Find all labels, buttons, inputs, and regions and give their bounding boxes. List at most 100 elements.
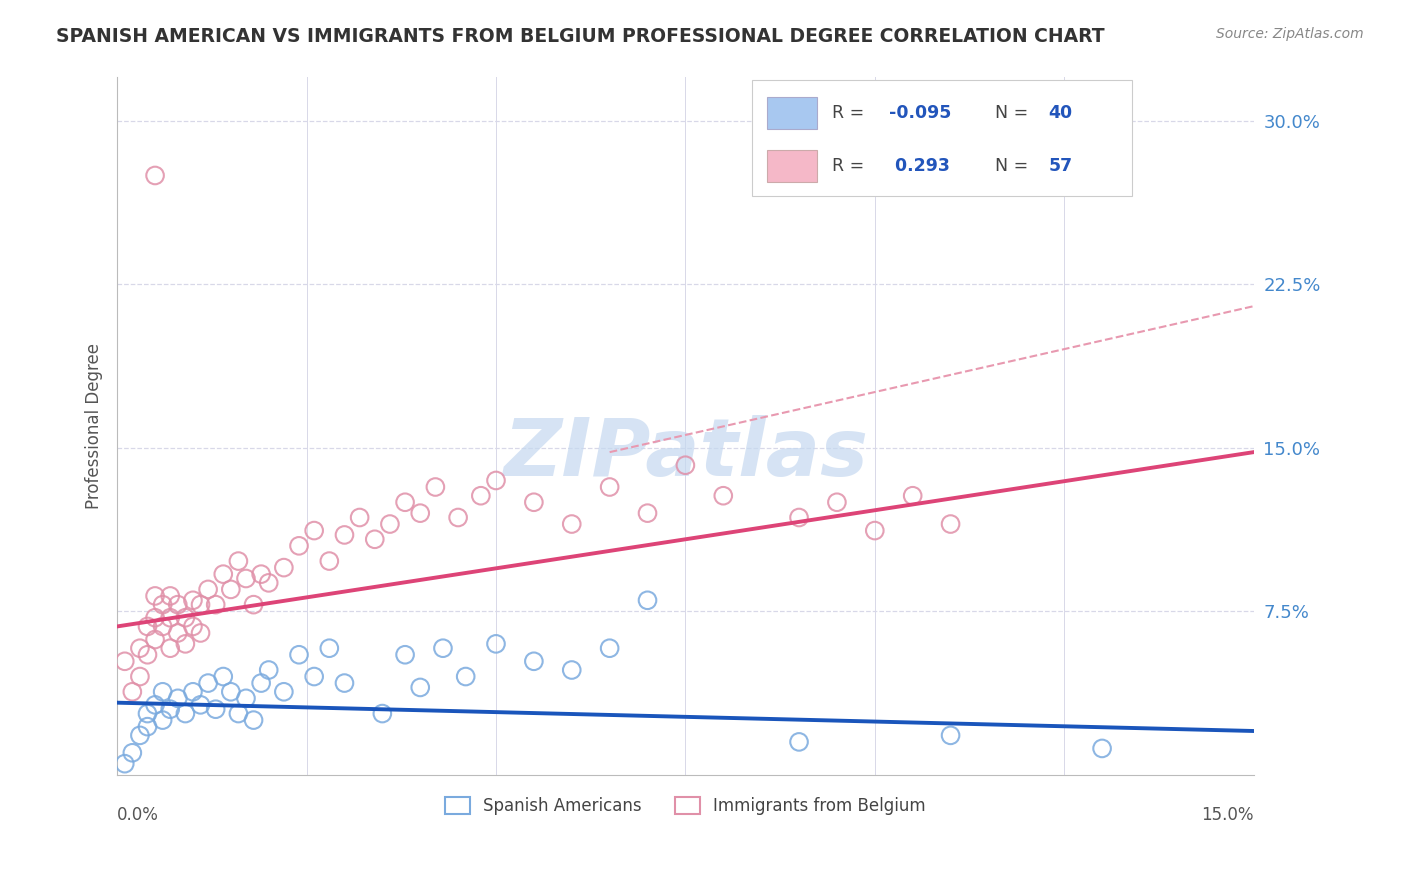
Point: [364, 533, 387, 547]
Point: [114, 756, 136, 771]
Point: [159, 589, 181, 603]
Point: [190, 598, 212, 612]
Point: [212, 669, 235, 683]
Point: [129, 669, 152, 683]
Text: R =: R =: [832, 157, 870, 175]
Point: [288, 648, 311, 662]
Point: [152, 598, 174, 612]
Text: 40: 40: [1049, 103, 1073, 121]
Point: [143, 611, 166, 625]
Point: [190, 698, 212, 712]
Point: [121, 746, 143, 760]
Point: [181, 685, 204, 699]
Point: [637, 593, 659, 607]
Point: [409, 506, 432, 520]
Point: [333, 528, 356, 542]
Point: [825, 495, 848, 509]
Point: [939, 728, 962, 742]
Point: [174, 611, 197, 625]
Point: [219, 582, 242, 597]
Point: [787, 510, 810, 524]
Text: ZIPatlas: ZIPatlas: [503, 415, 868, 493]
Point: [1091, 741, 1114, 756]
Point: [197, 582, 219, 597]
Text: N =: N =: [995, 103, 1033, 121]
Point: [394, 495, 416, 509]
Point: [637, 506, 659, 520]
Point: [136, 720, 159, 734]
Point: [523, 654, 546, 668]
Point: [235, 572, 257, 586]
Text: SPANISH AMERICAN VS IMMIGRANTS FROM BELGIUM PROFESSIONAL DEGREE CORRELATION CHAR: SPANISH AMERICAN VS IMMIGRANTS FROM BELG…: [56, 27, 1105, 45]
Point: [181, 619, 204, 633]
Point: [673, 458, 696, 473]
Point: [174, 706, 197, 721]
Point: [143, 589, 166, 603]
Point: [863, 524, 886, 538]
Point: [599, 641, 621, 656]
Text: N =: N =: [995, 157, 1033, 175]
Point: [159, 641, 181, 656]
Point: [152, 619, 174, 633]
Point: [204, 598, 226, 612]
Point: [288, 539, 311, 553]
Point: [166, 626, 188, 640]
Point: [197, 676, 219, 690]
Point: [349, 510, 371, 524]
Text: 15.0%: 15.0%: [1201, 806, 1254, 824]
Legend: Spanish Americans, Immigrants from Belgium: Spanish Americans, Immigrants from Belgi…: [439, 790, 932, 822]
Point: [257, 663, 280, 677]
Point: [409, 681, 432, 695]
Point: [371, 706, 394, 721]
Point: [939, 516, 962, 531]
Point: [599, 480, 621, 494]
Point: [257, 575, 280, 590]
FancyBboxPatch shape: [752, 80, 1132, 196]
Text: -0.095: -0.095: [889, 103, 952, 121]
Text: Source: ZipAtlas.com: Source: ZipAtlas.com: [1216, 27, 1364, 41]
Point: [787, 735, 810, 749]
Text: 0.293: 0.293: [889, 157, 949, 175]
Point: [228, 706, 250, 721]
Y-axis label: Professional Degree: Professional Degree: [86, 343, 103, 509]
Point: [250, 567, 273, 582]
Point: [143, 632, 166, 647]
Point: [302, 669, 325, 683]
Point: [711, 489, 734, 503]
Point: [378, 516, 401, 531]
Point: [143, 698, 166, 712]
Point: [273, 685, 295, 699]
Point: [212, 567, 235, 582]
Point: [454, 669, 477, 683]
Point: [129, 641, 152, 656]
Text: 57: 57: [1049, 157, 1073, 175]
Point: [561, 663, 583, 677]
Point: [159, 702, 181, 716]
Point: [425, 480, 447, 494]
Point: [333, 676, 356, 690]
Point: [318, 641, 340, 656]
Point: [242, 713, 264, 727]
Point: [219, 685, 242, 699]
Point: [181, 593, 204, 607]
Point: [485, 474, 508, 488]
Point: [470, 489, 492, 503]
Point: [394, 648, 416, 662]
Point: [152, 713, 174, 727]
Point: [485, 637, 508, 651]
Point: [204, 702, 226, 716]
Point: [235, 691, 257, 706]
Point: [136, 619, 159, 633]
FancyBboxPatch shape: [768, 96, 817, 129]
Point: [143, 169, 166, 183]
Point: [190, 626, 212, 640]
Text: 0.0%: 0.0%: [117, 806, 159, 824]
Point: [318, 554, 340, 568]
Point: [250, 676, 273, 690]
Point: [302, 524, 325, 538]
Point: [152, 685, 174, 699]
Point: [174, 637, 197, 651]
Point: [114, 654, 136, 668]
Point: [228, 554, 250, 568]
Point: [447, 510, 470, 524]
